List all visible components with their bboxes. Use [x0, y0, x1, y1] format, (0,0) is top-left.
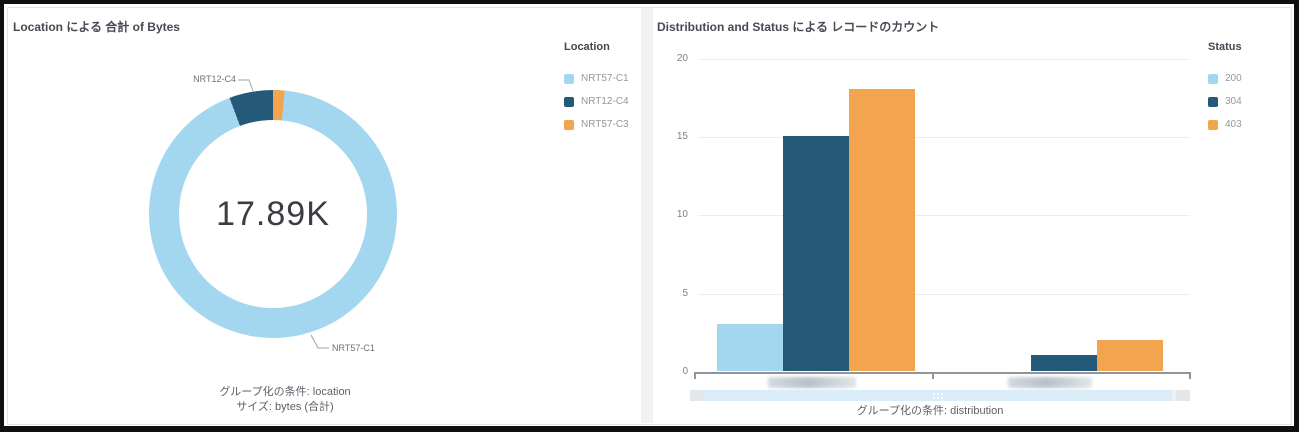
scrollbar-grip-icon [933, 392, 943, 399]
y-tick-10: 10 [676, 209, 688, 220]
donut-chart-title: Location による 合計 of Bytes [13, 20, 180, 34]
legend-item-200[interactable]: 200 [1208, 73, 1242, 84]
swatch-light-blue-icon [564, 73, 574, 84]
bar-403-group2[interactable] [1096, 340, 1163, 371]
legend-item-304[interactable]: 304 [1208, 96, 1242, 107]
swatch-orange-icon [1208, 119, 1218, 130]
legend-item-nrt57-c3[interactable]: NRT57-C3 [564, 119, 629, 130]
swatch-dark-blue-icon [1208, 96, 1218, 107]
swatch-light-blue-icon [1208, 73, 1218, 84]
x-scrollbar[interactable] [690, 390, 1190, 401]
x-axis-label-blurred-2 [1008, 377, 1092, 388]
bar-200-group1[interactable] [717, 324, 783, 371]
bar-403-group1[interactable] [849, 89, 915, 371]
donut-total-value: 17.89K [216, 194, 330, 233]
location-legend-title: Location [564, 41, 610, 53]
bar-304-group2[interactable] [1030, 355, 1097, 371]
gridline-10 [698, 215, 1190, 216]
x-axis-label-blurred-1 [768, 377, 856, 388]
swatch-orange-icon [564, 119, 574, 130]
location-legend: Location NRT57-C1 NRT12-C4 NRT57-C3 [564, 41, 629, 142]
bar-chart-title: Distribution and Status による レコードのカウント [657, 20, 940, 34]
y-tick-15: 15 [676, 131, 688, 142]
status-legend-title: Status [1208, 41, 1242, 53]
x-axis-tick-end [1189, 373, 1191, 379]
y-tick-5: 5 [682, 288, 688, 299]
callout-label-nrt12-c4: NRT12-C4 [193, 74, 236, 84]
x-axis-line [694, 372, 1191, 374]
status-legend: Status 200 304 403 [1208, 41, 1242, 142]
y-tick-20: 20 [676, 53, 688, 64]
gridline-20 [698, 59, 1190, 60]
legend-item-nrt12-c4[interactable]: NRT12-C4 [564, 96, 629, 107]
legend-item-403[interactable]: 403 [1208, 119, 1242, 130]
bar-304-group1[interactable] [783, 136, 849, 371]
donut-captions: グループ化の条件: location サイズ: bytes (合計) [10, 385, 560, 415]
x-axis-tick-middle [932, 373, 934, 379]
scrollbar-left-button[interactable] [690, 390, 704, 401]
callout-label-nrt57-c1: NRT57-C1 [332, 343, 375, 353]
donut-caption-size: サイズ: bytes (合計) [236, 401, 334, 413]
scrollbar-thumb[interactable] [704, 390, 1172, 401]
panel-divider [641, 8, 653, 423]
legend-item-nrt57-c1[interactable]: NRT57-C1 [564, 73, 629, 84]
donut-chart[interactable]: 17.89K [149, 90, 397, 338]
gridline-5 [698, 294, 1190, 295]
scrollbar-right-button[interactable] [1176, 390, 1190, 401]
swatch-dark-blue-icon [564, 96, 574, 107]
gridline-15 [698, 137, 1190, 138]
bar-caption-groupby: グループ化の条件: distribution [856, 405, 1004, 417]
x-axis-tick-start [694, 373, 696, 379]
donut-caption-groupby: グループ化の条件: location [219, 386, 351, 398]
y-tick-0: 0 [682, 366, 688, 377]
donut-hole: 17.89K [179, 120, 367, 308]
